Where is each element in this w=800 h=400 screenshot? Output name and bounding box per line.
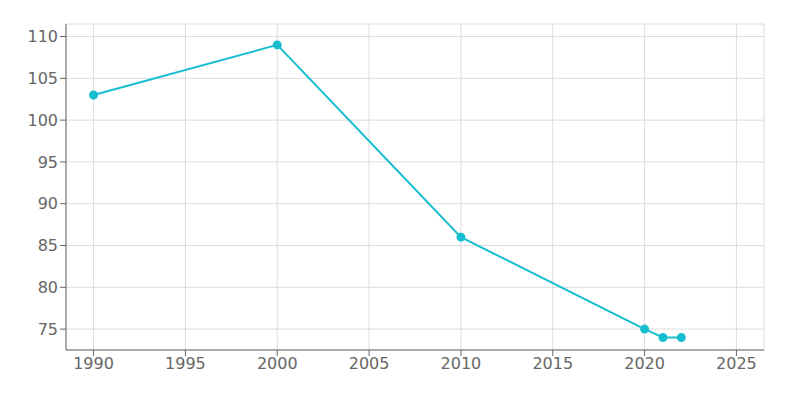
svg-text:2005: 2005 <box>349 354 390 373</box>
svg-text:1990: 1990 <box>73 354 114 373</box>
svg-text:85: 85 <box>38 236 58 255</box>
svg-text:2025: 2025 <box>716 354 757 373</box>
svg-text:95: 95 <box>38 153 58 172</box>
svg-text:110: 110 <box>27 27 58 46</box>
svg-text:2020: 2020 <box>624 354 665 373</box>
svg-text:1995: 1995 <box>165 354 206 373</box>
svg-text:80: 80 <box>38 278 58 297</box>
svg-text:105: 105 <box>27 69 58 88</box>
svg-text:100: 100 <box>27 111 58 130</box>
svg-text:2010: 2010 <box>441 354 482 373</box>
svg-text:75: 75 <box>38 320 58 339</box>
svg-text:90: 90 <box>38 194 58 213</box>
svg-text:2000: 2000 <box>257 354 298 373</box>
svg-text:2015: 2015 <box>532 354 573 373</box>
